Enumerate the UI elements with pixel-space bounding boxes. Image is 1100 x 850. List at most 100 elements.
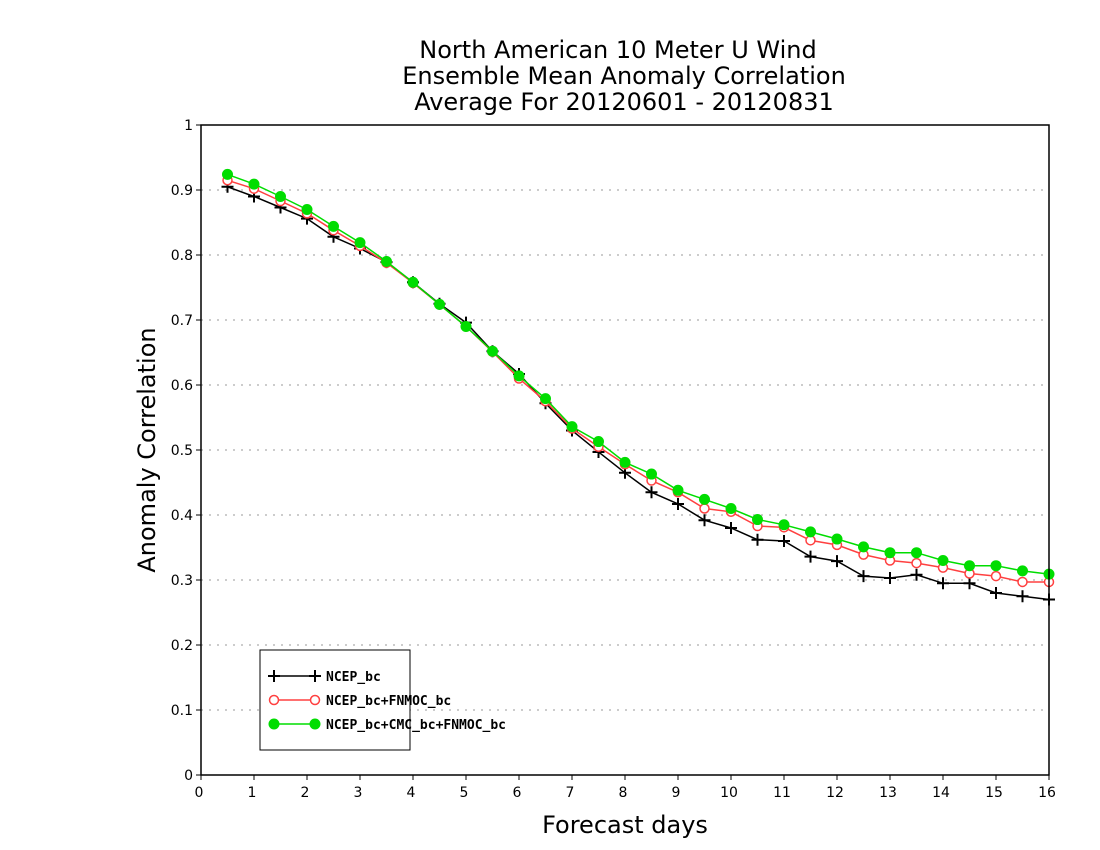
- x-tick-label: 1: [248, 785, 257, 801]
- data-point: [566, 421, 578, 433]
- legend-swatch-marker: [309, 670, 321, 682]
- x-tick-label: 16: [1038, 785, 1056, 801]
- data-point: [778, 535, 790, 547]
- legend-label: NCEP_bc+CMC_bc+FNMOC_bc: [326, 718, 506, 733]
- data-point: [381, 256, 392, 267]
- series-line: [227, 186, 1050, 601]
- data-point: [857, 570, 870, 583]
- data-point: [672, 497, 684, 510]
- data-point: [831, 555, 843, 568]
- legend-swatch-marker: [309, 718, 321, 730]
- x-tick-label: 3: [354, 785, 363, 801]
- data-point: [301, 204, 313, 215]
- series-1: [221, 180, 1055, 606]
- data-point: [460, 321, 472, 332]
- y-tick-label: 0.2: [171, 638, 193, 654]
- data-point: [990, 587, 1002, 599]
- series-2: [222, 175, 1055, 588]
- data-point: [513, 370, 525, 382]
- data-point: [911, 557, 922, 569]
- legend-item: NCEP_bc: [268, 670, 381, 685]
- legend-item: NCEP_bc+CMC_bc+FNMOC_bc: [268, 718, 506, 733]
- legend-item: NCEP_bc+FNMOC_bc: [268, 694, 451, 709]
- series-layer: [221, 168, 1055, 606]
- x-axis-label: Forecast days: [542, 811, 708, 839]
- x-tick-label: 2: [301, 785, 310, 801]
- data-point: [751, 533, 764, 546]
- grid-lines: [201, 189, 1049, 711]
- data-point: [752, 514, 763, 526]
- data-point: [831, 533, 843, 545]
- y-tick-label: 0.9: [171, 183, 193, 199]
- data-point: [725, 503, 737, 514]
- series-line: [227, 179, 1049, 583]
- data-point: [990, 570, 1002, 582]
- data-point: [964, 560, 975, 572]
- legend-label: NCEP_bc+FNMOC_bc: [326, 694, 451, 709]
- data-point: [354, 237, 366, 249]
- y-tick-label: 0.5: [171, 443, 193, 459]
- data-point: [487, 345, 498, 357]
- x-tick-label: 12: [826, 785, 844, 801]
- x-tick-label: 5: [460, 785, 469, 801]
- data-point: [804, 550, 817, 563]
- data-point: [407, 276, 419, 288]
- data-point: [725, 522, 737, 534]
- chart-title-line-2: Ensemble Mean Anomaly Correlation: [402, 62, 846, 90]
- y-axis-label: Anomaly Correlation: [133, 327, 161, 572]
- data-point: [540, 393, 551, 405]
- data-point: [619, 456, 631, 468]
- legend-swatch-marker: [268, 694, 280, 706]
- y-tick-label: 0.7: [171, 313, 193, 329]
- data-point: [698, 514, 711, 527]
- legend-swatch-marker: [268, 718, 280, 730]
- data-point: [884, 572, 896, 585]
- data-point: [699, 493, 710, 505]
- x-tick-label: 15: [985, 785, 1003, 801]
- y-tick-label: 0.6: [171, 378, 193, 394]
- y-tick-label: 1: [184, 118, 193, 134]
- data-point: [275, 191, 286, 202]
- series-line: [227, 173, 1050, 575]
- data-point: [328, 220, 339, 232]
- data-point: [990, 560, 1002, 572]
- data-point: [222, 168, 233, 180]
- data-point: [699, 503, 710, 514]
- x-tick-label: 6: [513, 785, 522, 801]
- data-point: [963, 577, 976, 590]
- data-point: [911, 547, 922, 559]
- legend-label: NCEP_bc: [326, 670, 381, 685]
- data-point: [646, 468, 657, 480]
- data-point: [858, 541, 869, 553]
- data-point: [910, 568, 923, 581]
- data-point: [884, 547, 896, 559]
- data-point: [434, 298, 445, 310]
- x-tick-label: 8: [619, 785, 628, 801]
- y-tick-label: 0.4: [171, 508, 193, 524]
- plot-frame: [200, 124, 1050, 776]
- data-point: [645, 486, 658, 499]
- data-point: [937, 555, 949, 566]
- x-tick-label: 14: [932, 785, 950, 801]
- y-tick-label: 0.8: [171, 248, 193, 264]
- axis-ticks: 00.10.20.30.40.50.60.70.80.910 1 2 3 4 5 6 7 8 9 1…: [171, 118, 1056, 801]
- y-tick-label: 0.1: [171, 703, 193, 719]
- x-tick-label: 0: [195, 785, 204, 801]
- legend: NCEP_bc NCEP_bc+FNMOC_bc NCEP_bc+CMC_bc+FN…: [259, 649, 506, 751]
- data-point: [1016, 590, 1029, 603]
- series-3: [222, 168, 1055, 580]
- x-tick-label: 4: [407, 785, 416, 801]
- x-tick-label: 10: [720, 785, 738, 801]
- data-point: [937, 577, 949, 590]
- x-tick-label: 11: [773, 785, 791, 801]
- data-point: [593, 436, 604, 448]
- x-tick-label: 13: [879, 785, 897, 801]
- data-point: [1017, 565, 1028, 577]
- legend-swatch-marker: [309, 694, 321, 706]
- data-point: [248, 178, 260, 190]
- data-point: [805, 526, 816, 538]
- data-point: [778, 519, 790, 531]
- chart-title-line-1: North American 10 Meter U Wind: [419, 36, 816, 64]
- data-point: [672, 484, 684, 496]
